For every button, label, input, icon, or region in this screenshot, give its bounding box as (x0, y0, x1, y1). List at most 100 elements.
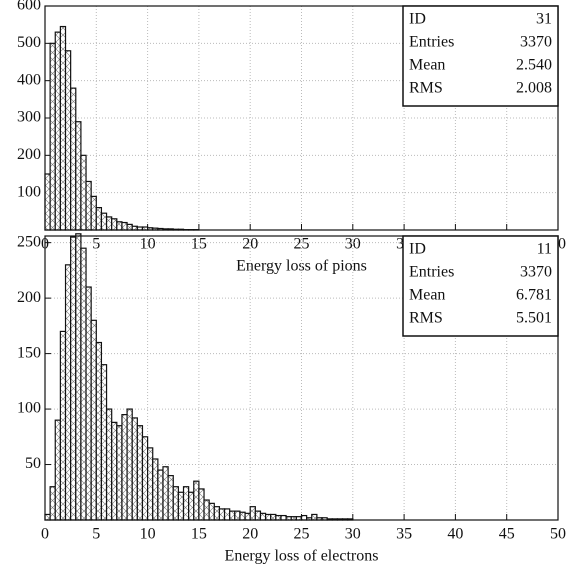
histogram-bar (147, 447, 154, 521)
histogram-bar (208, 502, 215, 521)
histogram-bar (162, 466, 169, 521)
x-tick-label: 50 (550, 526, 566, 543)
x-axis-label: Energy loss of electrons (225, 548, 379, 565)
histogram-bar (64, 264, 72, 521)
x-tick-label: 20 (242, 236, 258, 253)
histogram-bar (136, 425, 144, 521)
histogram-bar (249, 506, 256, 521)
stats-key: Mean (409, 287, 445, 304)
stats-value: 3370 (520, 264, 552, 281)
x-tick-label: 30 (345, 236, 361, 253)
plot-frame (44, 235, 559, 521)
histogram-bar (70, 87, 77, 231)
x-tick-label: 15 (191, 526, 207, 543)
stats-box (402, 235, 559, 337)
y-tick-label: 200 (17, 289, 41, 306)
histogram-bar (141, 436, 149, 521)
x-tick-label: 10 (140, 236, 156, 253)
histogram-bar (85, 180, 92, 231)
y-tick-label: 400 (17, 71, 41, 88)
histogram-bar (116, 221, 123, 231)
histogram-bar (229, 510, 236, 521)
y-tick-label: 600 (17, 0, 41, 14)
histogram-bar (259, 512, 267, 521)
histogram-bar (54, 419, 61, 521)
stats-key: ID (409, 241, 426, 258)
histogram-bar (275, 514, 282, 521)
histogram-bar (264, 513, 272, 521)
histogram-bar (234, 510, 241, 521)
stats-value: 11 (537, 241, 552, 258)
histogram-bar (167, 475, 174, 521)
stats-key: Entries (409, 34, 454, 51)
stats-key: RMS (409, 310, 443, 327)
stats-value: 2.540 (516, 57, 552, 74)
stats-value: 31 (536, 11, 552, 28)
histogram-bar (44, 173, 51, 231)
stats-key: RMS (409, 80, 443, 97)
histogram-bar (126, 408, 133, 521)
y-tick-label: 300 (17, 109, 41, 126)
histogram-bar (172, 486, 179, 521)
histogram-bar (193, 480, 200, 521)
histogram-bar (157, 469, 164, 521)
histogram-bar (121, 414, 128, 521)
histogram-bar (49, 486, 56, 521)
histogram-bar (59, 330, 67, 521)
stats-key: Mean (409, 57, 445, 74)
x-tick-label: 45 (499, 526, 515, 543)
y-tick-label: 100 (17, 400, 41, 417)
y-tick-label: 150 (17, 344, 41, 361)
x-tick-label: 35 (396, 526, 412, 543)
histogram-bar (105, 408, 113, 521)
y-tick-label: 200 (17, 146, 41, 163)
x-tick-label: 30 (345, 526, 361, 543)
histogram-bar (244, 512, 251, 521)
histogram-bar (270, 513, 277, 521)
histogram-bar (80, 154, 87, 231)
histogram-bar (111, 421, 118, 521)
x-tick-label: 5 (92, 236, 100, 253)
histogram-bar (44, 513, 51, 521)
histogram-bar (49, 42, 56, 231)
histogram-bar (80, 247, 87, 521)
histogram-bar (198, 488, 205, 521)
histogram-bar (90, 319, 97, 521)
histogram-bar (95, 207, 103, 231)
histogram-bar (64, 50, 72, 231)
histogram-bar (254, 510, 262, 521)
histogram-bar (100, 212, 108, 231)
histogram-bar (182, 486, 190, 521)
x-tick-label: 25 (294, 526, 310, 543)
y-tick-label: 500 (17, 34, 41, 51)
histogram-bar (311, 513, 318, 521)
x-tick-label: 25 (294, 236, 310, 253)
histogram-bar (239, 511, 246, 521)
histogram-bar (152, 458, 159, 521)
x-tick-label: 10 (140, 526, 156, 543)
histogram-bar (213, 506, 221, 521)
y-tick-label: 50 (25, 455, 41, 472)
x-tick-label: 40 (447, 526, 463, 543)
stats-key: Entries (409, 264, 454, 281)
stats-key: ID (409, 11, 426, 28)
histogram-bar (188, 491, 195, 521)
histogram-bar (105, 216, 113, 231)
y-tick-label: 100 (17, 183, 41, 200)
histogram-bar (203, 499, 210, 521)
histogram-bar (131, 417, 138, 521)
histogram-bar (54, 31, 61, 231)
histogram-bar (111, 218, 118, 231)
histogram-bar (100, 364, 108, 521)
histogram-bar (59, 25, 67, 231)
histogram-bar (116, 425, 123, 521)
plot-frame (44, 5, 559, 231)
stats-value: 5.501 (516, 310, 552, 327)
histogram-bar (95, 341, 103, 521)
histogram-bar (177, 491, 185, 521)
histogram-bar (126, 223, 133, 231)
histogram-bar (121, 221, 128, 231)
x-tick-label: 0 (41, 526, 49, 543)
stats-value: 2.008 (516, 80, 552, 97)
